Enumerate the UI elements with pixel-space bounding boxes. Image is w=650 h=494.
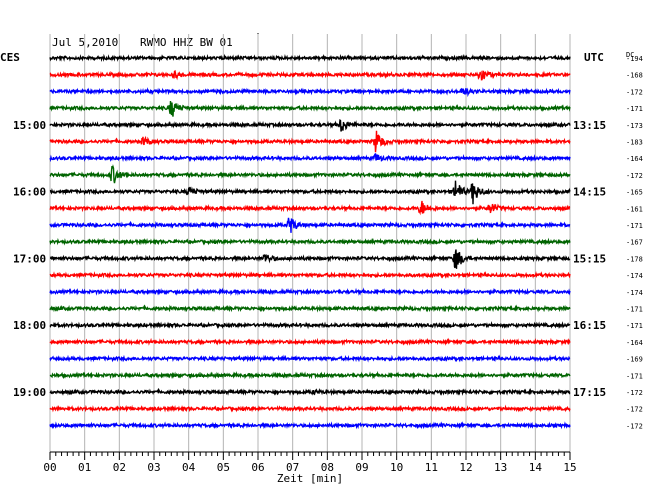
x-tick-label: 02 [113,461,126,474]
x-tick-label: 13 [494,461,507,474]
seismic-trace [49,321,571,330]
dc-offset-label: -171 [626,222,643,230]
dc-offset-label: -173 [626,122,643,130]
dc-offset-label: -167 [626,239,643,247]
x-axis-title: Zeit [min] [277,472,343,485]
x-tick-label: 05 [217,461,230,474]
left-timezone-label: CES [0,51,20,64]
x-tick-label: 00 [43,461,56,474]
dc-offset-label: -164 [626,339,643,347]
x-tick-label: 10 [390,461,403,474]
dc-offset-label: -171 [626,322,643,330]
dc-offset-label: -178 [626,255,643,263]
seismic-trace [49,304,571,313]
x-tick-label: 03 [147,461,160,474]
dc-offset-label: -171 [626,306,643,314]
x-axis: 00 01 02 03 04 05 06 07 08 09 10 11 12 13 14 15 [43,451,577,474]
seismic-trace [49,370,571,380]
seismic-trace [49,249,571,269]
seismic-trace [49,119,571,132]
dc-offset-label: -164 [626,155,643,163]
trace-group [49,53,571,430]
seismic-trace [49,152,571,163]
seismic-trace [49,421,571,430]
dc-offset-label: -165 [626,189,643,197]
x-tick-label: 06 [251,461,264,474]
x-tick-label: 04 [182,461,196,474]
seismic-trace [49,404,571,413]
seismic-trace [49,164,571,184]
seismic-trace [49,87,571,98]
row-label-group: -194 -168 -172 -171 -173 -183 -164 -172 -165 -161… [13,55,643,430]
left-time-label: 15:00 [13,119,46,132]
dc-offset-label: -172 [626,172,643,180]
left-time-label: 16:00 [13,186,46,199]
right-timezone-label: UTC [584,51,604,64]
x-tick-label: 08 [321,461,334,474]
x-tick-label: 14 [529,461,543,474]
x-tick-label: 07 [286,461,299,474]
seismic-trace [49,237,571,246]
dc-offset-label: -174 [626,289,643,297]
seismic-trace [49,180,571,205]
dc-offset-label: -172 [626,422,643,430]
dc-offset-label: -174 [626,272,643,280]
left-time-label: 19:00 [13,386,46,399]
dc-offset-label: -169 [626,356,643,364]
right-time-label: 16:15 [573,319,606,332]
dc-header-label: DC [626,51,634,59]
dc-offset-label: -172 [626,389,643,397]
seismic-trace [49,354,571,363]
seismic-trace [49,387,571,397]
seismic-trace [49,270,571,280]
seismic-trace [49,200,571,216]
x-tick-label: 01 [78,461,91,474]
left-time-label: 18:00 [13,319,46,332]
x-tick-label: 15 [563,461,576,474]
seismic-trace [49,130,571,153]
x-tick-label: 09 [355,461,368,474]
seismic-trace [49,53,571,63]
dc-offset-label: -168 [626,72,643,80]
seismic-trace [49,337,571,347]
right-time-label: 14:15 [573,186,606,199]
dc-offset-label: -172 [626,88,643,96]
seismic-trace [49,69,571,81]
left-time-label: 17:00 [13,252,46,265]
dc-offset-label: -183 [626,139,643,147]
dc-offset-label: -161 [626,205,643,213]
right-time-label: 15:15 [573,252,606,265]
seismic-trace [49,217,571,233]
seismic-trace [49,100,571,117]
x-tick-label: 12 [459,461,472,474]
chart-station: RWMO HHZ BW 01 [140,36,233,49]
dc-offset-label: -194 [626,55,643,63]
dc-offset-label: -171 [626,372,643,380]
right-time-label: 13:15 [573,119,606,132]
right-time-label: 17:15 [573,386,606,399]
seismic-trace [49,287,571,297]
dc-offset-label: -171 [626,105,643,113]
dc-offset-label: -172 [626,406,643,414]
x-tick-label: 11 [425,461,438,474]
